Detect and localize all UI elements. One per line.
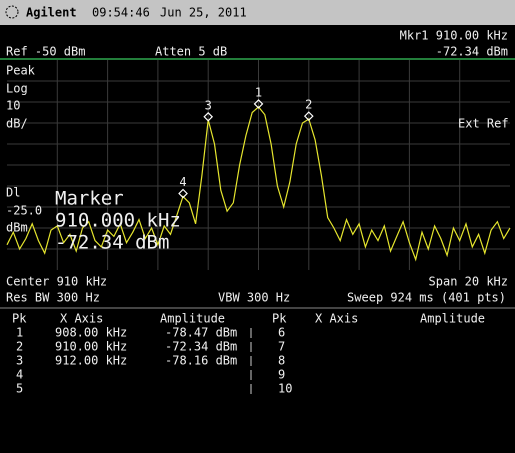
display-line: -25.0 — [6, 204, 42, 218]
table-cell: 7 — [278, 340, 285, 354]
table-cell: 8 — [278, 354, 285, 368]
span: Span 20 kHz — [429, 275, 508, 289]
table-cell: 1 — [16, 326, 23, 340]
marker-amp: -72.34 dBm — [436, 45, 508, 59]
time: 09:54:46 — [92, 6, 150, 20]
peak-table: Pk X Axis Amplitude Pk X Axis Amplitude 1 908.0… — [12, 312, 485, 396]
center-freq: Center 910 kHz — [6, 275, 107, 289]
marker-diamond — [203, 111, 214, 122]
marker-label: 4 — [179, 175, 186, 189]
table-cell: 908.00 kHz — [55, 326, 127, 340]
trace — [6, 106, 511, 262]
attenuation: Atten 5 dB — [155, 45, 227, 59]
display-line: dBm — [6, 221, 28, 235]
mode: dB/ — [6, 117, 28, 131]
date: Jun 25, 2011 — [160, 6, 247, 20]
header-bar — [0, 0, 515, 25]
table-cell: -78.16 dBm — [165, 354, 237, 368]
ref-level: Ref -50 dBm — [6, 45, 85, 59]
table-header: X Axis — [60, 312, 103, 326]
logo — [5, 5, 19, 19]
table-cell: 4 — [16, 368, 23, 382]
table-header: Amplitude — [160, 312, 225, 326]
marker-diamond — [303, 111, 314, 121]
marker-freq: Mkr1 910.00 kHz — [400, 29, 508, 43]
marker-label: 3 — [205, 98, 212, 112]
table-header: Pk — [272, 312, 287, 326]
table-header: Amplitude — [420, 312, 485, 326]
table-header: Pk — [12, 312, 27, 326]
sweep: Sweep 924 ms (401 pts) — [347, 291, 506, 305]
table-cell: 9 — [278, 368, 285, 382]
table-header: X Axis — [315, 312, 358, 326]
ext-ref: Ext Ref — [458, 117, 509, 131]
marker-box-amp: -72.34 dBm — [55, 232, 169, 254]
table-cell: 912.00 kHz — [55, 354, 127, 368]
table-cell: 10 — [278, 382, 292, 396]
mode: Peak — [6, 64, 36, 78]
mode: Log — [6, 82, 28, 96]
header: Agilent 09:54:46 Jun 25, 2011 — [0, 0, 515, 25]
marker-box-freq: 910.000 kHz — [55, 210, 181, 232]
mode: 10 — [6, 99, 20, 113]
vbw: VBW 300 Hz — [218, 291, 290, 305]
marker-diamond — [178, 188, 188, 199]
rbw: Res BW 300 Hz — [6, 291, 100, 305]
table-cell: -78.47 dBm — [165, 326, 237, 340]
marker-label: 1 — [255, 85, 262, 99]
marker-diamond — [253, 99, 264, 109]
display-line: Dl — [6, 186, 20, 200]
marker-title: Marker — [55, 188, 124, 210]
table-cell: 3 — [16, 354, 23, 368]
brand: Agilent — [26, 6, 77, 20]
table-cell: 5 — [16, 382, 23, 396]
table-cell: 6 — [278, 326, 285, 340]
marker-label: 2 — [305, 98, 312, 112]
table-cell: -72.34 dBm — [165, 340, 237, 354]
table-cell: 2 — [16, 340, 23, 354]
table-cell: 910.00 kHz — [55, 340, 127, 354]
plot: 1 2 3 4 — [0, 58, 515, 270]
